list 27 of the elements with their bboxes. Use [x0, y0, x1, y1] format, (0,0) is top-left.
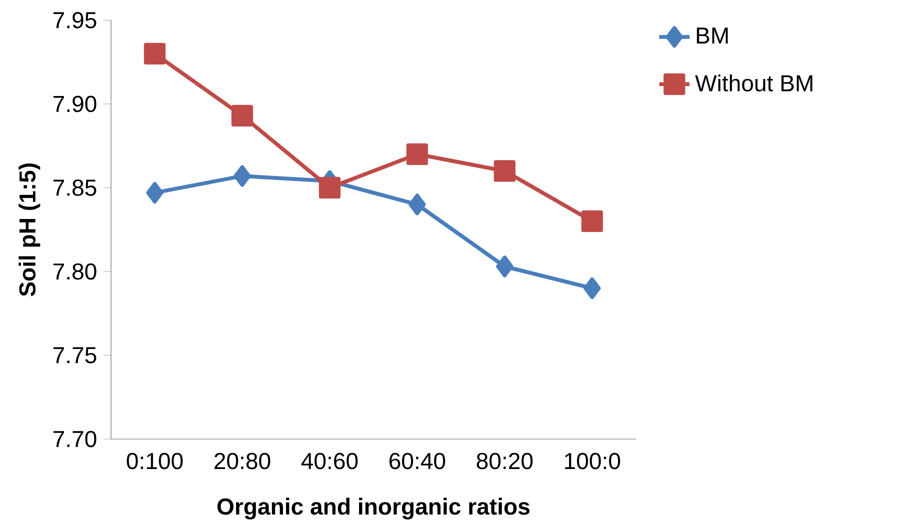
- point: [144, 42, 166, 64]
- point: [496, 255, 514, 278]
- x-tick-label: 60:40: [390, 452, 446, 470]
- x-tick-label: 40:60: [301, 452, 358, 470]
- point: [408, 193, 426, 216]
- point: [146, 182, 164, 204]
- point: [494, 160, 516, 182]
- x-axis-title: Organic and inorganic ratios: [217, 498, 530, 520]
- legend-label: Without BM: [695, 74, 812, 92]
- x-tick-label: 20:80: [214, 452, 270, 470]
- x-tick-label: 100:0: [565, 452, 620, 470]
- legend-label: BM: [696, 27, 728, 44]
- x-tick-label: 80:20: [476, 452, 533, 470]
- point: [234, 165, 251, 187]
- y-axis-title: Soil pH (1:5): [18, 163, 40, 296]
- x-tick-label: 0:100: [126, 452, 183, 470]
- y-tick-label: 7.70: [54, 430, 96, 448]
- point: [581, 210, 603, 232]
- y-tick-label: 7.85: [54, 179, 96, 196]
- point: [584, 277, 601, 299]
- y-tick-label: 7.95: [54, 12, 96, 28]
- y-tick-label: 7.75: [54, 347, 96, 364]
- y-tick-label: 7.90: [54, 96, 96, 112]
- point: [406, 143, 428, 165]
- point: [231, 104, 254, 126]
- point: [318, 176, 341, 198]
- y-tick-label: 7.80: [54, 263, 96, 280]
